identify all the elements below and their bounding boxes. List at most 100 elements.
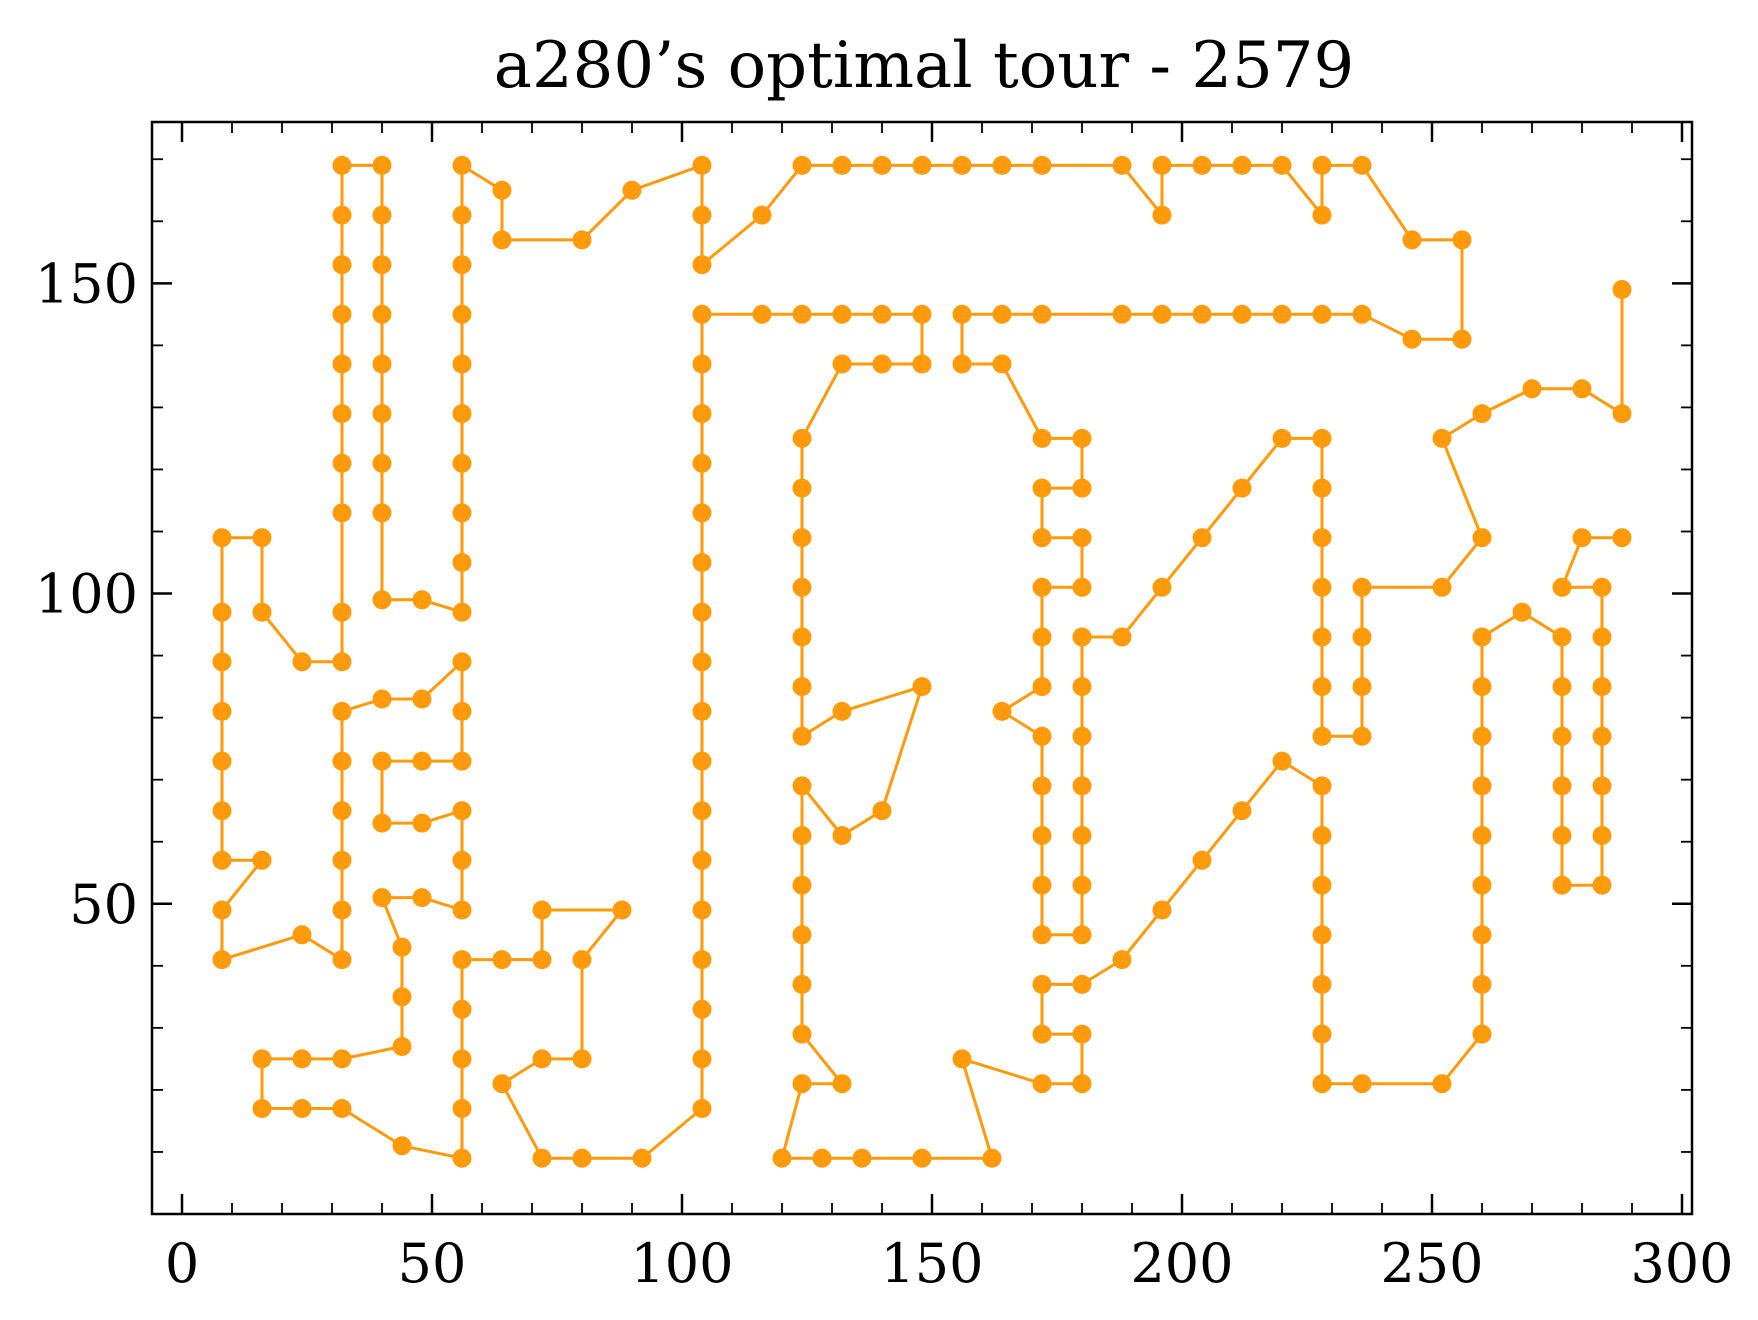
tour-city-point: [392, 937, 412, 957]
tour-city-point: [532, 900, 552, 920]
tour-city-point: [792, 726, 812, 746]
tour-city-point: [212, 801, 232, 821]
tour-city-point: [392, 987, 412, 1007]
tour-city-point: [452, 255, 472, 275]
tour-city-point: [1472, 404, 1492, 424]
tour-city-point: [1472, 677, 1492, 697]
tour-city-point: [372, 255, 392, 275]
tour-city-point: [912, 304, 932, 324]
tour-city-point: [692, 503, 712, 523]
tour-city-point: [872, 801, 892, 821]
tour-city-point: [792, 155, 812, 175]
tour-city-point: [1072, 428, 1092, 448]
tour-city-point: [332, 900, 352, 920]
tour-city-point: [1072, 627, 1092, 647]
tour-city-point: [1192, 850, 1212, 870]
tour-city-point: [1472, 826, 1492, 845]
tour-city-point: [212, 652, 232, 672]
tour-city-point: [1032, 925, 1052, 945]
tour-city-point: [292, 925, 312, 945]
tour-city-point: [1152, 155, 1172, 175]
tour-city-point: [1552, 627, 1572, 647]
y-tick-label: 50: [69, 873, 138, 936]
tour-city-point: [532, 1049, 552, 1069]
tour-city-point: [1592, 776, 1612, 796]
tour-city-point: [452, 404, 472, 424]
tour-city-point: [372, 689, 392, 709]
tour-city-point: [412, 888, 432, 908]
tour-city-point: [692, 155, 712, 175]
tour-city-point: [572, 1148, 592, 1168]
tour-city-point: [372, 205, 392, 225]
chart-title: a280’s optimal tour - 2579: [494, 29, 1354, 103]
tour-city-point: [1352, 677, 1372, 697]
tour-city-point: [1312, 627, 1332, 647]
tour-city-point: [252, 850, 272, 870]
tour-city-point: [1072, 1074, 1092, 1094]
tour-city-point: [832, 155, 852, 175]
tour-city-point: [832, 826, 852, 845]
tour-city-point: [372, 404, 392, 424]
tour-city-point: [992, 701, 1012, 721]
tour-city-point: [692, 404, 712, 424]
tour-city-point: [792, 1024, 812, 1044]
tour-city-point: [1522, 379, 1542, 399]
tour-city-point: [372, 354, 392, 374]
tour-city-point: [212, 602, 232, 622]
tour-city-point: [332, 1099, 352, 1118]
tour-city-point: [572, 950, 592, 970]
tour-city-point: [1232, 801, 1252, 821]
tour-city-point: [912, 677, 932, 697]
tour-city-point: [1232, 155, 1252, 175]
tour-city-point: [1072, 528, 1092, 548]
tour-city-point: [692, 453, 712, 473]
tour-city-point: [1552, 577, 1572, 597]
tour-city-point: [1352, 304, 1372, 324]
tour-city-point: [452, 205, 472, 225]
tour-city-point: [692, 999, 712, 1019]
tour-city-point: [612, 900, 632, 920]
x-tick-label: 50: [398, 1232, 467, 1295]
tour-city-point: [1312, 776, 1332, 796]
tour-city-point: [372, 813, 392, 833]
tour-city-point: [1112, 304, 1132, 324]
tour-city-point: [452, 900, 472, 920]
tour-city-point: [412, 813, 432, 833]
tour-city-point: [212, 751, 232, 771]
tour-city-point: [1072, 776, 1092, 796]
tour-city-point: [332, 304, 352, 324]
tour-city-point: [1432, 428, 1452, 448]
tour-city-point: [1402, 329, 1422, 349]
tour-city-point: [252, 1099, 272, 1118]
tour-city-point: [1112, 155, 1132, 175]
tour-city-point: [992, 354, 1012, 374]
axes-frame: [150, 120, 1694, 1216]
tour-city-point: [1072, 577, 1092, 597]
tour-city-point: [332, 453, 352, 473]
tour-city-point: [532, 1148, 552, 1168]
tour-city-point: [332, 255, 352, 275]
tour-city-point: [1352, 726, 1372, 746]
tour-city-point: [952, 155, 972, 175]
tour-city-point: [292, 1099, 312, 1118]
tour-city-point: [1312, 428, 1332, 448]
tour-city-point: [1032, 155, 1052, 175]
tour-city-point: [792, 577, 812, 597]
tour-city-point: [392, 1136, 412, 1156]
tour-city-point: [772, 1148, 792, 1168]
tour-city-point: [1032, 974, 1052, 994]
tour-city-point: [1072, 677, 1092, 697]
tour-city-point: [1312, 155, 1332, 175]
axis-ticks: 0 50 100 150 200 250 300 50 100 150: [35, 122, 1734, 1295]
x-tick-label: 100: [630, 1232, 733, 1295]
tour-city-point: [212, 900, 232, 920]
tour-city-point: [412, 590, 432, 610]
tour-city-point: [452, 701, 472, 721]
tour-city-point: [1552, 677, 1572, 697]
tour-city-point: [1072, 478, 1092, 498]
tour-city-point: [452, 602, 472, 622]
tour-city-point: [1312, 478, 1332, 498]
tour-city-point: [1552, 826, 1572, 845]
tour-city-point: [1472, 1024, 1492, 1044]
